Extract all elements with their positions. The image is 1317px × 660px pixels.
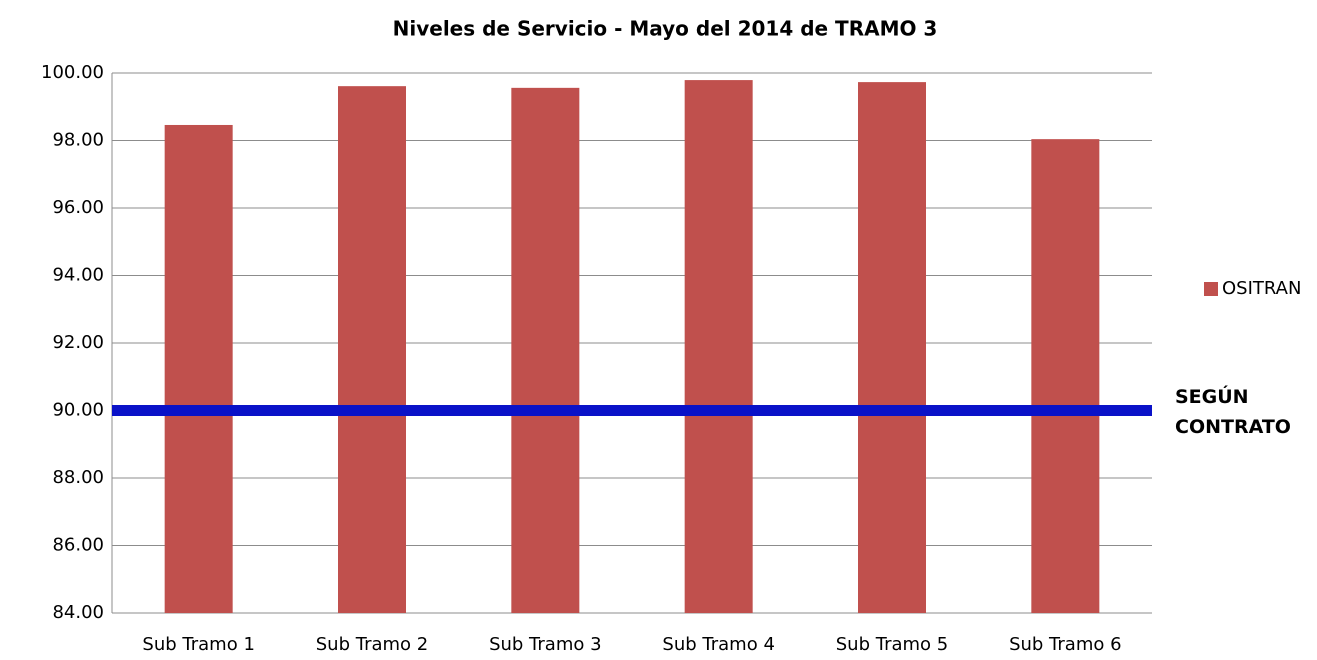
- bar: [164, 124, 233, 613]
- y-tick-label: 88.00: [52, 467, 104, 488]
- y-tick-label: 86.00: [52, 535, 104, 556]
- chart-title: Niveles de Servicio - Mayo del 2014 de T…: [393, 17, 938, 41]
- bar: [511, 87, 580, 614]
- x-tick-label: Sub Tramo 1: [142, 634, 254, 655]
- y-tick-label: 84.00: [52, 602, 104, 623]
- reference-label: SEGÚN: [1175, 384, 1249, 408]
- y-tick-label: 94.00: [52, 265, 104, 286]
- x-tick-label: Sub Tramo 5: [836, 634, 948, 655]
- legend-swatch: [1204, 282, 1218, 296]
- y-tick-label: 98.00: [52, 130, 104, 151]
- bar: [1031, 139, 1100, 613]
- x-tick-label: Sub Tramo 4: [662, 634, 774, 655]
- y-tick-label: 100.00: [41, 62, 104, 83]
- y-tick-label: 90.00: [52, 400, 104, 421]
- x-tick-label: Sub Tramo 2: [316, 634, 428, 655]
- bar: [858, 82, 926, 614]
- x-tick-label: Sub Tramo 3: [489, 634, 601, 655]
- bar: [684, 80, 753, 613]
- legend-label: OSITRAN: [1222, 278, 1301, 299]
- bar: [338, 86, 406, 614]
- y-tick-label: 96.00: [52, 197, 104, 218]
- y-tick-label: 92.00: [52, 332, 104, 353]
- x-tick-label: Sub Tramo 6: [1009, 634, 1121, 655]
- reference-label: CONTRATO: [1175, 416, 1291, 438]
